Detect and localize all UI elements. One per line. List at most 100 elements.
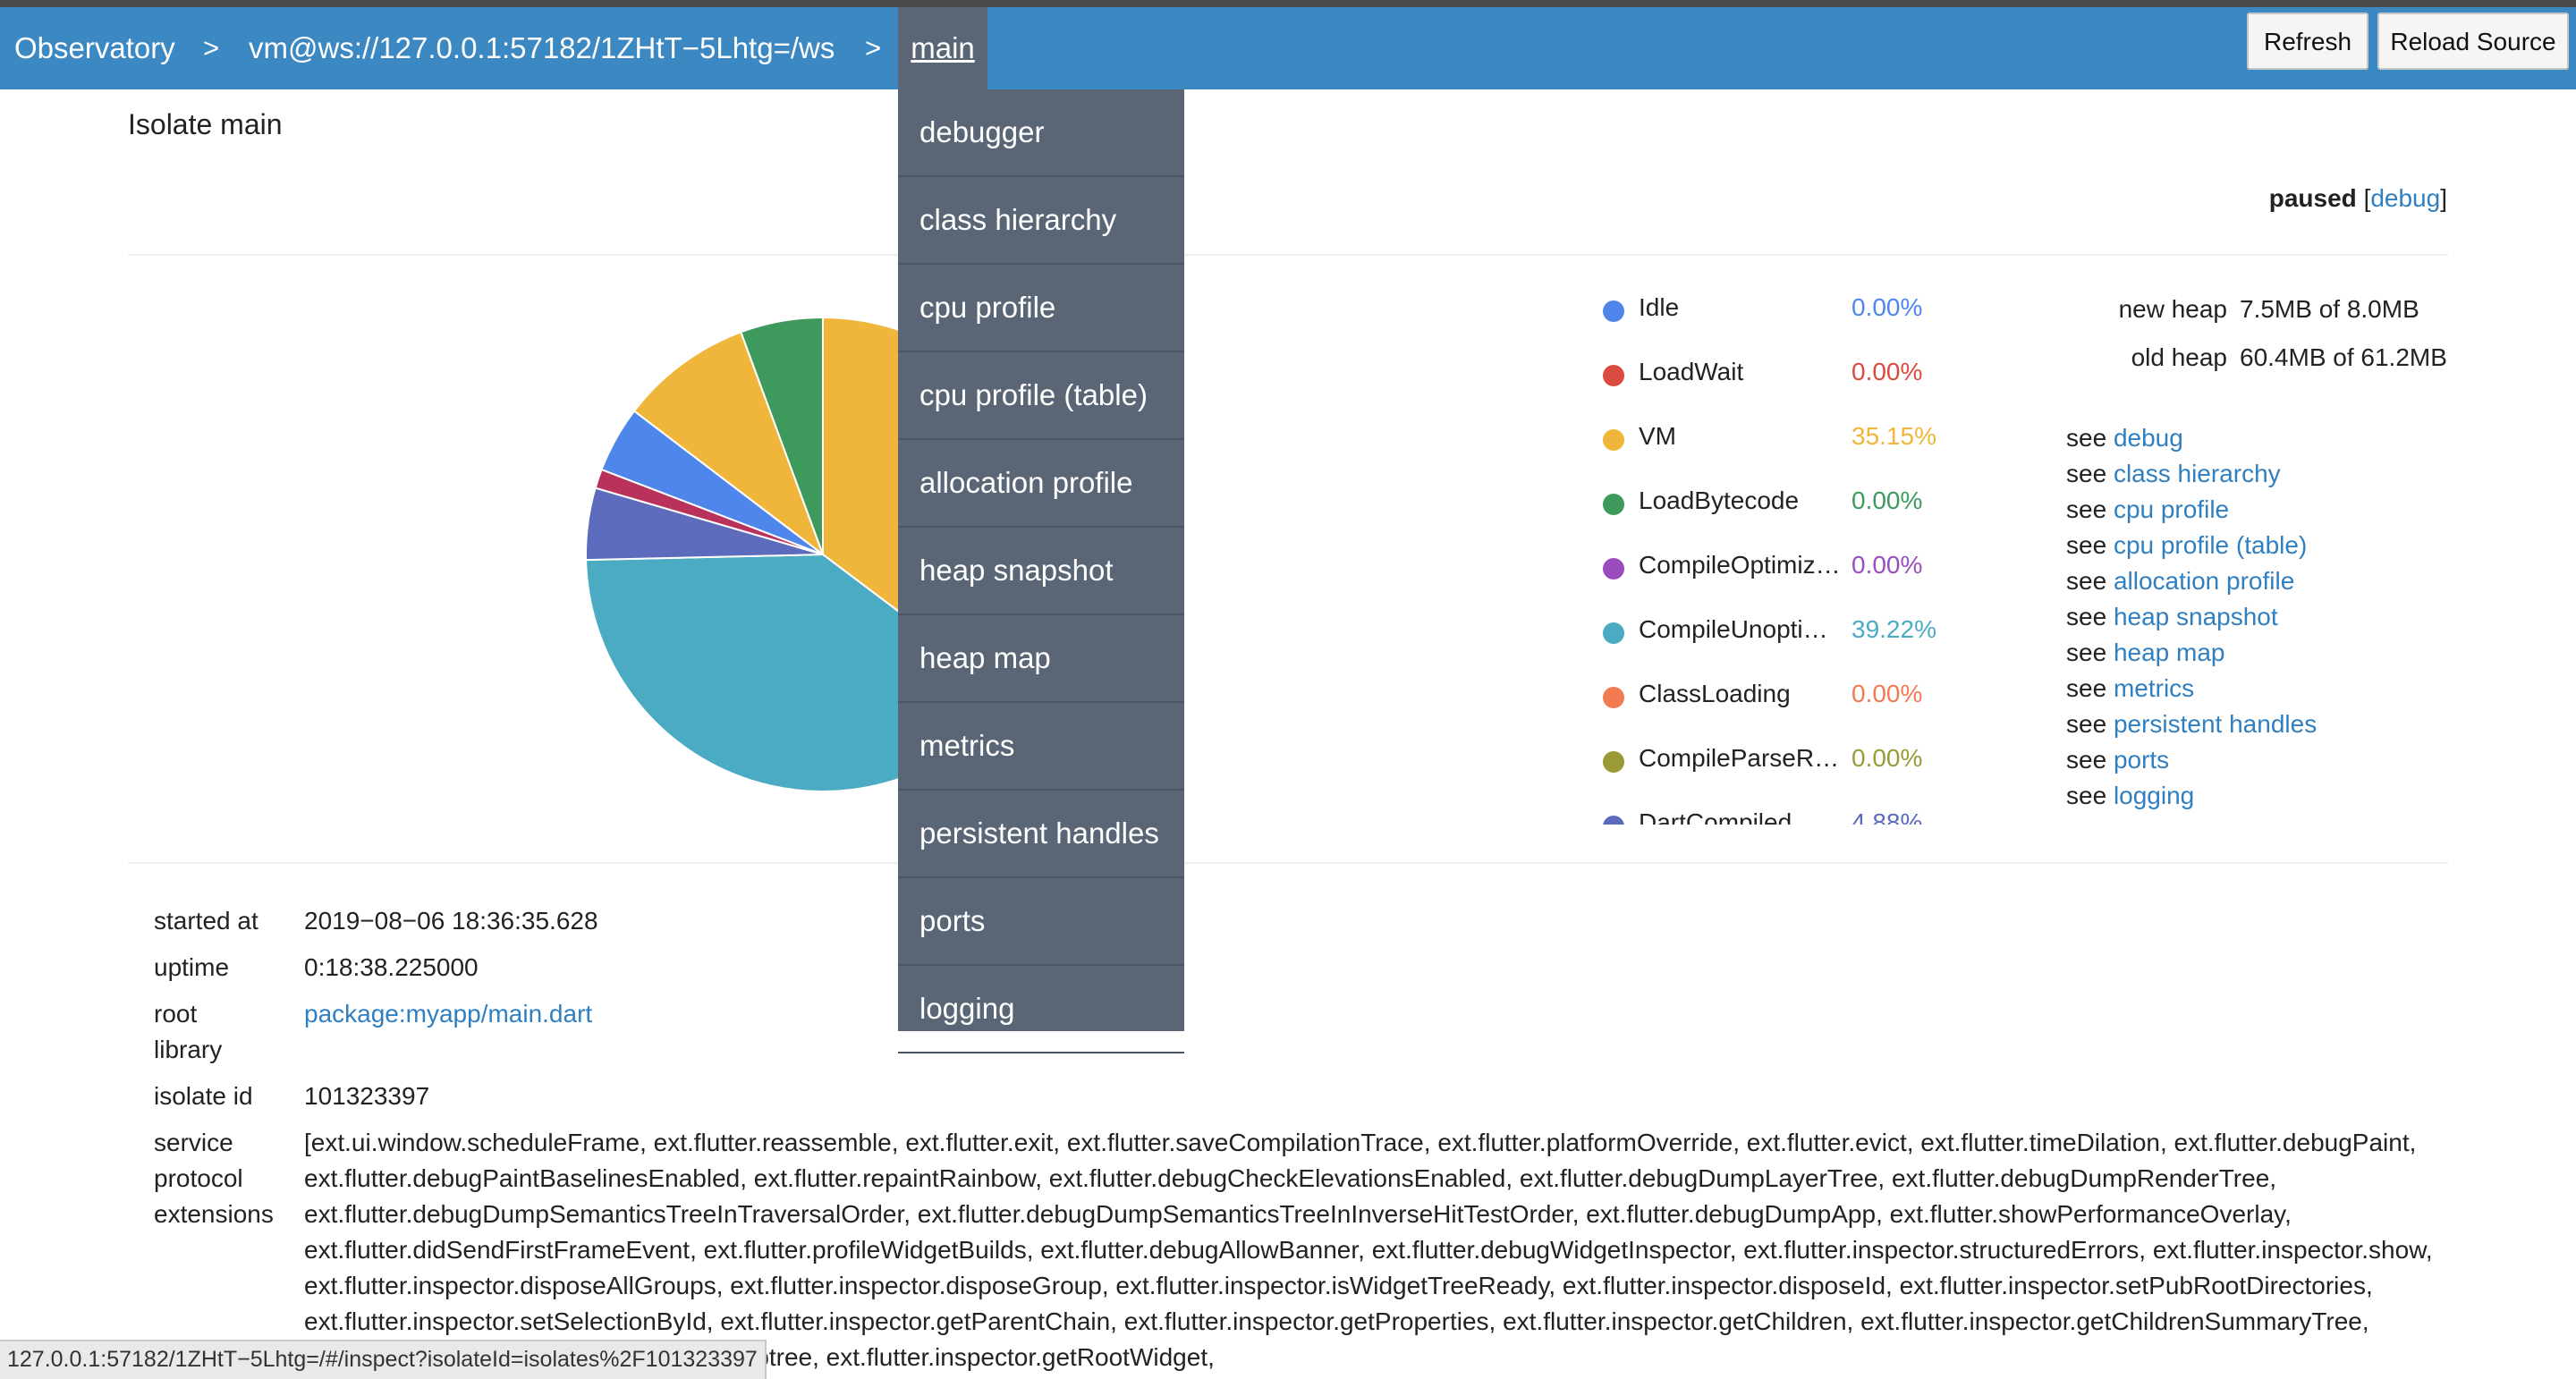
pie-slice [632, 331, 826, 557]
legend-percent: 4.88% [1852, 808, 1923, 825]
legend-item: LoadBytecode 0.00% [1596, 479, 1971, 524]
menu-item-cpu-profile-table[interactable]: cpu profile (table) [898, 352, 1184, 440]
legend-item: CompileOptimized 0.00% [1596, 544, 1971, 588]
menu-item-allocation-profile[interactable]: allocation profile [898, 440, 1184, 528]
legend-label: VM [1639, 422, 1676, 450]
debug-link[interactable]: debug [2370, 184, 2441, 212]
legend-swatch [1603, 751, 1624, 773]
uptime-value: 0:18:38.225000 [304, 953, 479, 981]
legend-label: CompileOptimized [1639, 551, 1843, 579]
heap-row: new heap 7.5MB of 8.0MB [2091, 295, 2447, 343]
heap-label: new heap [2118, 295, 2227, 323]
nav-isolate-menu[interactable]: main [898, 7, 987, 89]
heap-summary: new heap 7.5MB of 8.0MB old heap 60.4MB of … [2091, 295, 2447, 392]
legend-label: LoadBytecode [1639, 486, 1800, 514]
legend-swatch [1603, 300, 1624, 322]
see-prefix: see [2066, 746, 2114, 774]
see-row: see debug [2066, 420, 2317, 456]
legend-percent: 0.00% [1852, 744, 1923, 772]
menu-item-ports[interactable]: ports [898, 878, 1184, 966]
root-library-link[interactable]: package:myapp/main.dart [304, 1000, 593, 1028]
menu-item-heap-map[interactable]: heap map [898, 615, 1184, 703]
heap-value: 60.4MB of 61.2MB [2240, 343, 2447, 371]
legend-swatch [1603, 365, 1624, 386]
legend-percent: 0.00% [1852, 486, 1923, 514]
see-prefix: see [2066, 674, 2114, 702]
legend-label: DartCompiled [1639, 808, 1792, 825]
breadcrumb-separator: > [865, 32, 882, 63]
legend-item: DartCompiled 4.88% [1596, 801, 1971, 825]
see-link-debug[interactable]: debug [2113, 424, 2183, 452]
legend-label: CompileUnoptimized [1639, 615, 1843, 643]
root-library-label: root library [154, 1000, 223, 1063]
legend-item: LoadWait 0.00% [1596, 351, 1971, 395]
refresh-button[interactable]: Refresh [2247, 13, 2368, 70]
uptime-label: uptime [154, 953, 230, 981]
window-top-strip [0, 0, 2576, 7]
see-row: see persistent handles [2066, 706, 2317, 742]
see-prefix: see [2066, 424, 2114, 452]
menu-item-metrics[interactable]: metrics [898, 703, 1184, 791]
tag-legend: Idle 0.00% LoadWait 0.00% VM 35.15% LoadByteco… [1596, 286, 1971, 825]
see-row: see ports [2066, 742, 2317, 778]
see-link-metrics[interactable]: metrics [2113, 674, 2195, 702]
menu-item-class-hierarchy[interactable]: class hierarchy [898, 177, 1184, 265]
legend-percent: 35.15% [1852, 422, 1936, 450]
extensions-value: [ext.ui.window.scheduleFrame, ext.flutte… [304, 1129, 2433, 1371]
see-row: see heap snapshot [2066, 599, 2317, 635]
top-navbar [0, 7, 2576, 89]
breadcrumb-separator: > [203, 32, 220, 63]
legend-swatch [1603, 429, 1624, 451]
see-link-cpu-profile[interactable]: cpu profile [2113, 495, 2230, 523]
legend-label: Idle [1639, 293, 1680, 321]
pie-slice [740, 316, 824, 555]
see-link-heap-map[interactable]: heap map [2113, 639, 2225, 666]
menu-item-cpu-profile[interactable]: cpu profile [898, 265, 1184, 352]
see-link-heap-snapshot[interactable]: heap snapshot [2113, 603, 2278, 630]
legend-swatch [1603, 622, 1624, 644]
menu-item-heap-snapshot[interactable]: heap snapshot [898, 528, 1184, 615]
divider [128, 254, 2448, 256]
see-link-class-hierarchy[interactable]: class hierarchy [2113, 460, 2281, 487]
see-prefix: see [2066, 531, 2114, 559]
bracket-close: ] [2440, 184, 2447, 212]
see-row: see heap map [2066, 635, 2317, 671]
see-row: see metrics [2066, 671, 2317, 706]
legend-label: ClassLoading [1639, 680, 1791, 707]
started-value: 2019−08−06 18:36:35.628 [304, 907, 598, 935]
legend-label: LoadWait [1639, 358, 1744, 385]
see-prefix: see [2066, 782, 2114, 809]
see-row: see logging [2066, 778, 2317, 814]
legend-percent: 0.00% [1852, 358, 1923, 385]
legend-swatch [1603, 687, 1624, 708]
nav-isolate-label[interactable]: main [911, 31, 975, 64]
status-url-bar: 127.0.0.1:57182/1ZHtT−5Lhtg=/#/inspect?i… [0, 1340, 767, 1379]
heap-value: 7.5MB of 8.0MB [2240, 295, 2419, 323]
see-link-ports[interactable]: ports [2113, 746, 2170, 774]
extensions-label: service protocol extensions [154, 1129, 274, 1228]
status-paused: paused [2268, 184, 2357, 212]
see-link-allocation-profile[interactable]: allocation profile [2113, 567, 2295, 595]
legend-item: Idle 0.00% [1596, 286, 1971, 331]
nav-observatory-link[interactable]: Observatory [14, 31, 175, 64]
legend-swatch [1603, 494, 1624, 515]
legend-item: CompileUnoptimized 39.22% [1596, 608, 1971, 653]
started-label: started at [154, 907, 258, 935]
see-row: see class hierarchy [2066, 456, 2317, 492]
legend-item: CompileParseRegExp 0.00% [1596, 737, 1971, 782]
bracket-open: [ [2363, 184, 2371, 212]
heap-row: old heap 60.4MB of 61.2MB [2091, 343, 2447, 392]
isolate-id-value: 101323397 [304, 1082, 430, 1110]
see-link-cpu-profile-table[interactable]: cpu profile (table) [2113, 531, 2308, 559]
see-link-logging[interactable]: logging [2113, 782, 2195, 809]
legend-percent: 39.22% [1852, 615, 1936, 643]
menu-item-persistent-handles[interactable]: persistent handles [898, 791, 1184, 878]
see-prefix: see [2066, 460, 2114, 487]
nav-vm-link[interactable]: vm@ws://127.0.0.1:57182/1ZHtT−5Lhtg=/ws [249, 31, 835, 64]
menu-item-logging[interactable]: logging [898, 966, 1184, 1053]
reload-source-button[interactable]: Reload Source [2377, 13, 2569, 70]
see-link-persistent-handles[interactable]: persistent handles [2113, 710, 2318, 738]
see-prefix: see [2066, 639, 2114, 666]
menu-item-debugger[interactable]: debugger [898, 89, 1184, 177]
see-row: see cpu profile (table) [2066, 528, 2317, 563]
